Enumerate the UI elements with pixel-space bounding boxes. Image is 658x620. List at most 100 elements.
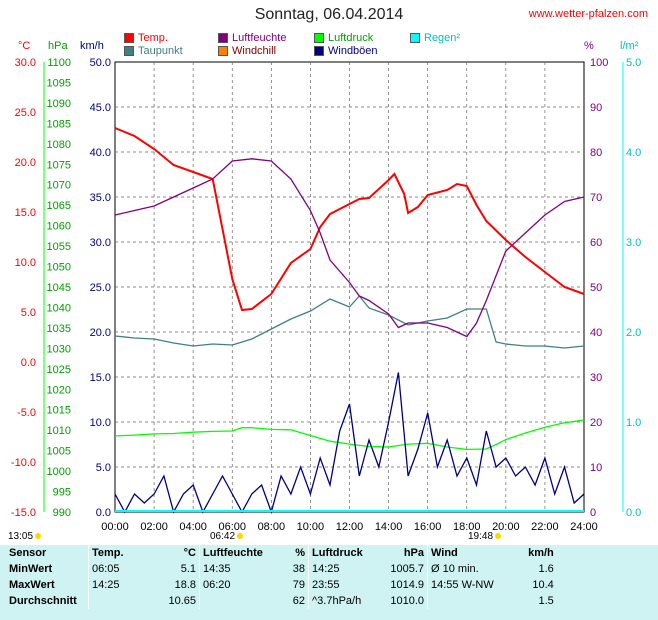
pressure-tick-label: 1015	[47, 405, 71, 417]
temp-tick-label: -5.0	[17, 407, 36, 419]
pressure-tick-label: 1000	[47, 466, 71, 478]
pressure-tick-label: 1075	[47, 159, 71, 171]
x-tick-label: 24:00	[570, 521, 598, 533]
stats-header-cell: Wind	[426, 545, 497, 561]
stats-cell: 10.4	[532, 579, 554, 591]
stats-cell: 10.65	[168, 595, 196, 607]
wind-tick-label: 5.0	[96, 462, 111, 474]
humidity-tick-label: 30	[590, 372, 602, 384]
rain-tick-label: 1.0	[626, 417, 641, 429]
temp-tick-label: 10.0	[15, 257, 36, 269]
x-tick-label: 12:00	[336, 521, 364, 533]
pressure-tick-label: 1055	[47, 241, 71, 253]
x-tick-label: 06:00	[218, 521, 246, 533]
stats-cell	[88, 593, 135, 609]
x-tick-label: 14:00	[375, 521, 403, 533]
sun-left-time: 13:05	[8, 531, 42, 542]
pressure-tick-label: 1030	[47, 343, 71, 355]
stats-cell: 5.1	[180, 563, 196, 575]
humidity-tick-label: 90	[590, 102, 602, 114]
x-tick-label: 02:00	[140, 521, 168, 533]
stats-cell: 1005.7	[390, 563, 424, 575]
pressure-tick-label: 1090	[47, 98, 71, 110]
stats-header-cell: %	[295, 547, 305, 559]
stats-panel: Sensor Temp. °C Luftfeuchte % Luftdruck …	[0, 545, 658, 620]
stats-header-cell: Temp.	[88, 545, 135, 561]
wind-tick-label: 40.0	[90, 147, 111, 159]
rain-tick-label: 4.0	[626, 147, 641, 159]
temp-tick-label: 0.0	[21, 357, 36, 369]
stats-header-row: Sensor Temp. °C Luftfeuchte % Luftdruck …	[6, 545, 557, 561]
temp-tick-label: 25.0	[15, 107, 36, 119]
stats-cell: Durchschnitt	[9, 595, 77, 607]
series-line-temp	[114, 127, 585, 312]
stats-cell: ^3.7hPa/h	[308, 593, 377, 609]
wind-tick-label: 35.0	[90, 192, 111, 204]
stats-cell: 38	[292, 563, 305, 575]
series-line-luftfeuchte	[114, 158, 585, 338]
pressure-tick-label: 1010	[47, 425, 71, 437]
x-tick-label: 08:00	[258, 521, 286, 533]
wind-tick-label: 30.0	[90, 237, 111, 249]
series-line-windben	[114, 372, 585, 515]
stats-cell: MaxWert	[9, 579, 55, 591]
wind-tick-label: 0.0	[96, 507, 111, 519]
pressure-tick-label: 995	[53, 487, 71, 499]
stats-cell: 14:55 W-NW	[426, 577, 497, 593]
stats-header-cell: km/h	[528, 547, 554, 559]
x-tick-label: 04:00	[179, 521, 207, 533]
unit-wind: km/h	[80, 40, 104, 52]
site-link[interactable]: www.wetter-pfalzen.com	[528, 8, 648, 20]
x-tick-label: 18:00	[453, 521, 481, 533]
wind-tick-label: 15.0	[90, 372, 111, 384]
pressure-tick-label: 1005	[47, 446, 71, 458]
stats-cell: 79	[292, 579, 305, 591]
humidity-tick-label: 10	[590, 462, 602, 474]
wind-tick-label: 50.0	[90, 57, 111, 69]
pressure-tick-label: 1080	[47, 139, 71, 151]
stats-cell	[199, 593, 276, 609]
chart-title: Sonntag, 06.04.2014	[254, 6, 404, 23]
temp-tick-label: 30.0	[15, 57, 36, 69]
pressure-tick-label: 990	[53, 507, 71, 519]
temp-tick-label: 5.0	[21, 307, 36, 319]
pressure-tick-label: 1065	[47, 200, 71, 212]
stats-header-cell: °C	[183, 547, 196, 559]
temp-tick-label: -15.0	[11, 507, 36, 519]
unit-temp: °C	[18, 40, 31, 52]
stats-row-min: MinWert 06:05 5.1 14:35 38 14:25 1005.7 …	[6, 561, 557, 577]
x-tick-label: 22:00	[531, 521, 559, 533]
temp-tick-label: 15.0	[15, 207, 36, 219]
humidity-tick-label: 20	[590, 417, 602, 429]
stats-header-cell: Luftfeuchte	[199, 545, 276, 561]
pressure-tick-label: 1085	[47, 118, 71, 130]
stats-cell	[426, 593, 497, 609]
stats-cell: 1.5	[538, 595, 554, 607]
legend-windchill: Windchill	[218, 45, 276, 57]
rain-tick-label: 2.0	[626, 327, 641, 339]
sunrise-time: 06:42	[210, 531, 244, 542]
stats-header-cell: Luftdruck	[308, 545, 377, 561]
pressure-tick-label: 1045	[47, 282, 71, 294]
unit-hum: %	[584, 40, 594, 52]
humidity-tick-label: 40	[590, 327, 602, 339]
rain-tick-label: 0.0	[626, 507, 641, 519]
humidity-tick-label: 60	[590, 237, 602, 249]
legend-regen: Regen²	[410, 32, 460, 44]
stats-cell: 14:25	[308, 561, 377, 577]
x-tick-label: 16:00	[414, 521, 442, 533]
stats-table: Sensor Temp. °C Luftfeuchte % Luftdruck …	[6, 545, 557, 609]
x-tick-label: 00:00	[101, 521, 129, 533]
wind-tick-label: 10.0	[90, 417, 111, 429]
stats-cell: 06:05	[88, 561, 135, 577]
temp-tick-label: 20.0	[15, 157, 36, 169]
stats-cell: Ø 10 min.	[426, 561, 497, 577]
pressure-tick-label: 1050	[47, 262, 71, 274]
stats-row-max: MaxWert 14:25 18.8 06:20 79 23:55 1014.9…	[6, 577, 557, 593]
legend-luftdruck: Luftdruck	[314, 32, 373, 44]
humidity-tick-label: 80	[590, 147, 602, 159]
stats-header-cell: Sensor	[9, 547, 47, 559]
unit-press: hPa	[48, 40, 68, 52]
stats-cell: 14:25	[88, 577, 135, 593]
pressure-tick-label: 1020	[47, 384, 71, 396]
